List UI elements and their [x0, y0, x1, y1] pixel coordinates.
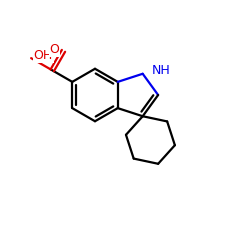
Text: O: O	[50, 44, 59, 57]
Text: NH: NH	[152, 64, 170, 76]
Text: OH: OH	[34, 49, 53, 62]
